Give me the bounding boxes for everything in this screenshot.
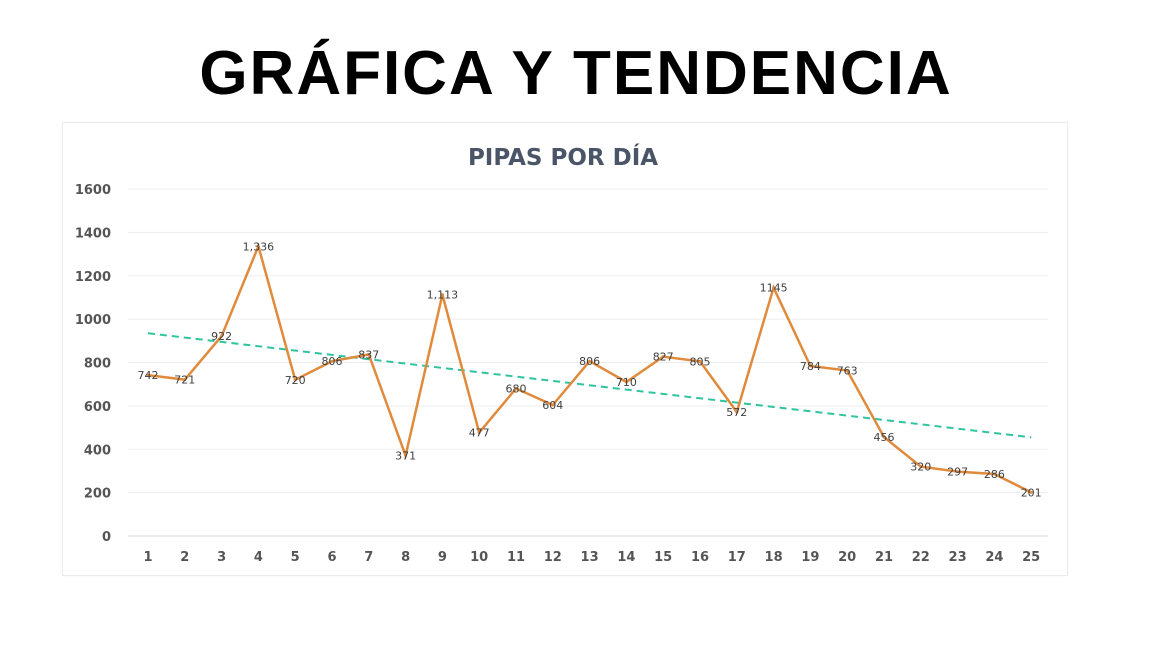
data-point — [330, 359, 334, 363]
x-tick-label: 25 — [1022, 550, 1040, 565]
x-axis-ticks: 1 2 3 4 5 6 7 8 9 10 11 12 13 14 15 16 17 18 19 20 21 22 23 24 2… — [143, 550, 1040, 565]
data-point — [256, 244, 260, 248]
data-label: 572 — [726, 406, 747, 419]
data-label: 710 — [616, 376, 637, 389]
x-tick-label: 20 — [838, 550, 856, 565]
x-tick-label: 17 — [728, 550, 746, 565]
x-tick-label: 23 — [949, 550, 967, 565]
x-tick-label: 11 — [507, 550, 525, 565]
x-tick-label: 7 — [364, 550, 373, 565]
x-tick-label: 19 — [801, 550, 819, 565]
data-label: 297 — [947, 466, 968, 479]
data-point — [992, 472, 996, 476]
series-group — [146, 242, 1033, 494]
data-label: 806 — [579, 355, 600, 368]
y-tick-label: 600 — [84, 400, 111, 415]
x-tick-label: 4 — [254, 550, 263, 565]
data-label: 1,336 — [243, 240, 275, 253]
data-point — [1029, 490, 1033, 494]
y-tick-label: 200 — [84, 487, 111, 502]
data-label: 720 — [285, 374, 306, 387]
line-chart: PIPAS POR DÍA 0 200 400 600 800 1000 1200 1400 1… — [75, 143, 1048, 565]
x-tick-label: 1 — [143, 550, 152, 565]
data-point — [624, 380, 628, 384]
chart-card: PIPAS POR DÍA 0 200 400 600 800 1000 1200 1400 1… — [62, 122, 1068, 576]
x-tick-label: 22 — [912, 550, 930, 565]
data-point — [919, 465, 923, 469]
data-label: 286 — [984, 468, 1005, 481]
data-point — [551, 403, 555, 407]
data-point — [404, 454, 408, 458]
x-tick-label: 9 — [438, 550, 447, 565]
data-label: 827 — [653, 351, 674, 364]
x-tick-label: 2 — [180, 550, 189, 565]
data-label: 201 — [1021, 486, 1042, 499]
data-point — [146, 373, 150, 377]
data-point — [183, 378, 187, 382]
trendline-group — [147, 332, 1032, 439]
x-tick-label: 16 — [691, 550, 709, 565]
data-point — [772, 286, 776, 290]
chart-title: PIPAS POR DÍA — [468, 143, 658, 171]
data-label: 806 — [322, 355, 343, 368]
y-tick-label: 1000 — [75, 313, 111, 328]
y-tick-label: 1200 — [75, 270, 111, 285]
x-tick-label: 18 — [765, 550, 783, 565]
data-point — [514, 387, 518, 391]
data-label: 784 — [800, 360, 821, 373]
y-tick-label: 1600 — [75, 183, 111, 198]
x-tick-label: 15 — [654, 550, 672, 565]
data-label: 837 — [358, 348, 379, 361]
data-label: 1145 — [760, 282, 788, 295]
data-point — [882, 435, 886, 439]
data-point — [845, 369, 849, 373]
y-tick-label: 800 — [84, 357, 111, 372]
data-point — [367, 352, 371, 356]
data-label: 320 — [910, 461, 931, 474]
page-title: GRÁFICA Y TENDENCIA — [199, 39, 953, 108]
data-label: 922 — [211, 330, 232, 343]
x-tick-label: 12 — [544, 550, 562, 565]
data-label: 1,113 — [427, 289, 459, 302]
data-point — [698, 359, 702, 363]
data-point — [440, 293, 444, 297]
data-point — [661, 355, 665, 359]
x-tick-label: 24 — [985, 550, 1003, 565]
y-axis-ticks: 0 200 400 600 800 1000 1200 1400 1600 — [75, 183, 111, 545]
y-tick-label: 1400 — [75, 226, 111, 241]
data-label: 805 — [690, 355, 711, 368]
data-point — [808, 364, 812, 368]
data-labels: 742 721 922 1,336 720 806 837 371 1,113 477 680 604… — [138, 240, 1042, 499]
x-tick-label: 6 — [327, 550, 336, 565]
data-point — [220, 334, 224, 338]
data-label: 721 — [174, 374, 195, 387]
data-point — [588, 359, 592, 363]
x-tick-label: 13 — [581, 550, 599, 565]
data-label: 742 — [138, 369, 159, 382]
data-label: 371 — [395, 450, 416, 463]
y-tick-label: 400 — [84, 443, 111, 458]
x-tick-label: 21 — [875, 550, 893, 565]
data-label: 680 — [506, 383, 527, 396]
data-point — [956, 470, 960, 474]
data-point — [735, 410, 739, 414]
data-label: 477 — [469, 427, 490, 440]
data-point — [477, 431, 481, 435]
y-tick-label: 0 — [102, 530, 111, 545]
x-tick-label: 10 — [470, 550, 488, 565]
trendline — [147, 332, 1032, 439]
data-label: 763 — [837, 365, 858, 378]
data-label: 456 — [874, 431, 895, 444]
x-tick-label: 8 — [401, 550, 410, 565]
x-tick-label: 3 — [217, 550, 226, 565]
data-label: 604 — [542, 399, 563, 412]
x-tick-label: 14 — [617, 550, 635, 565]
data-point — [293, 378, 297, 382]
x-tick-label: 5 — [291, 550, 300, 565]
series-line — [147, 242, 1032, 494]
